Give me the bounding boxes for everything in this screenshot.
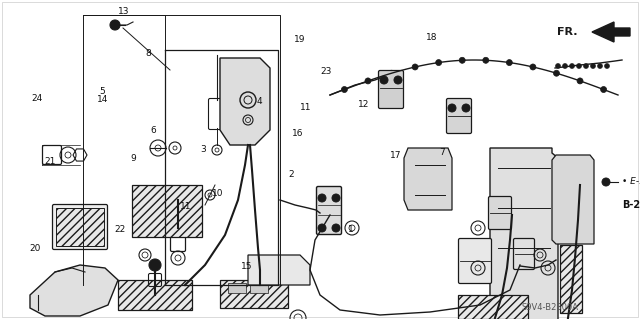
- Text: 1: 1: [348, 225, 353, 234]
- Text: 6: 6: [151, 126, 156, 135]
- FancyBboxPatch shape: [317, 187, 342, 234]
- Polygon shape: [220, 58, 270, 145]
- Circle shape: [394, 76, 402, 84]
- Bar: [220, 280, 288, 308]
- Text: • E-1: • E-1: [622, 177, 640, 187]
- Circle shape: [506, 60, 513, 66]
- FancyBboxPatch shape: [378, 70, 403, 108]
- FancyBboxPatch shape: [447, 99, 472, 133]
- FancyBboxPatch shape: [458, 239, 492, 284]
- Text: 10: 10: [212, 189, 223, 198]
- Circle shape: [460, 57, 465, 63]
- Circle shape: [412, 64, 418, 70]
- Bar: [560, 245, 582, 313]
- Circle shape: [318, 224, 326, 232]
- Text: 2: 2: [289, 170, 294, 179]
- Circle shape: [436, 60, 442, 66]
- Circle shape: [556, 63, 561, 69]
- Text: 11: 11: [180, 202, 191, 211]
- Polygon shape: [30, 265, 118, 316]
- Text: 3: 3: [201, 145, 206, 154]
- Text: 15: 15: [241, 262, 252, 271]
- Circle shape: [332, 194, 340, 202]
- Text: 22: 22: [115, 225, 126, 234]
- Circle shape: [600, 86, 607, 93]
- Text: 14: 14: [97, 95, 108, 104]
- Circle shape: [380, 76, 388, 84]
- Text: 8: 8: [146, 49, 151, 58]
- Text: 18: 18: [426, 33, 438, 42]
- Circle shape: [584, 63, 589, 69]
- Polygon shape: [248, 255, 310, 285]
- Circle shape: [554, 70, 559, 76]
- Polygon shape: [490, 148, 558, 319]
- Bar: [250, 283, 268, 293]
- FancyBboxPatch shape: [513, 239, 534, 270]
- Text: 13: 13: [118, 7, 129, 16]
- Polygon shape: [552, 155, 594, 244]
- Polygon shape: [592, 22, 630, 42]
- Circle shape: [332, 224, 340, 232]
- Text: 4: 4: [257, 97, 262, 106]
- Circle shape: [388, 70, 394, 76]
- Circle shape: [563, 63, 568, 69]
- FancyBboxPatch shape: [488, 197, 511, 229]
- Circle shape: [598, 63, 602, 69]
- Circle shape: [462, 104, 470, 112]
- Text: 5: 5: [100, 87, 105, 96]
- Text: 17: 17: [390, 151, 401, 160]
- Bar: [132, 185, 202, 237]
- Text: 7: 7: [439, 148, 444, 157]
- Bar: [228, 283, 246, 293]
- Polygon shape: [404, 148, 452, 210]
- Circle shape: [483, 57, 489, 63]
- Text: B-23-15: B-23-15: [622, 200, 640, 210]
- Bar: [56, 208, 104, 246]
- Circle shape: [341, 86, 348, 93]
- Text: 9: 9: [131, 154, 136, 163]
- Bar: [118, 280, 192, 310]
- Circle shape: [605, 63, 609, 69]
- Circle shape: [448, 104, 456, 112]
- Circle shape: [530, 64, 536, 70]
- Circle shape: [602, 178, 610, 186]
- Text: 24: 24: [31, 94, 43, 103]
- Circle shape: [591, 63, 595, 69]
- Text: 23: 23: [321, 67, 332, 76]
- Text: 11: 11: [300, 103, 312, 112]
- Circle shape: [577, 63, 582, 69]
- Text: 21: 21: [44, 157, 56, 166]
- Circle shape: [149, 259, 161, 271]
- Circle shape: [577, 78, 583, 84]
- Text: FR.: FR.: [557, 27, 577, 37]
- Text: 12: 12: [358, 100, 369, 109]
- Circle shape: [318, 194, 326, 202]
- Text: 19: 19: [294, 35, 305, 44]
- Text: 16: 16: [292, 129, 303, 138]
- FancyBboxPatch shape: [52, 204, 108, 249]
- Circle shape: [365, 78, 371, 84]
- Circle shape: [110, 20, 120, 30]
- Text: 20: 20: [29, 244, 41, 253]
- Bar: [458, 295, 528, 319]
- Text: S9V4-B2300A: S9V4-B2300A: [522, 303, 579, 313]
- Circle shape: [570, 63, 575, 69]
